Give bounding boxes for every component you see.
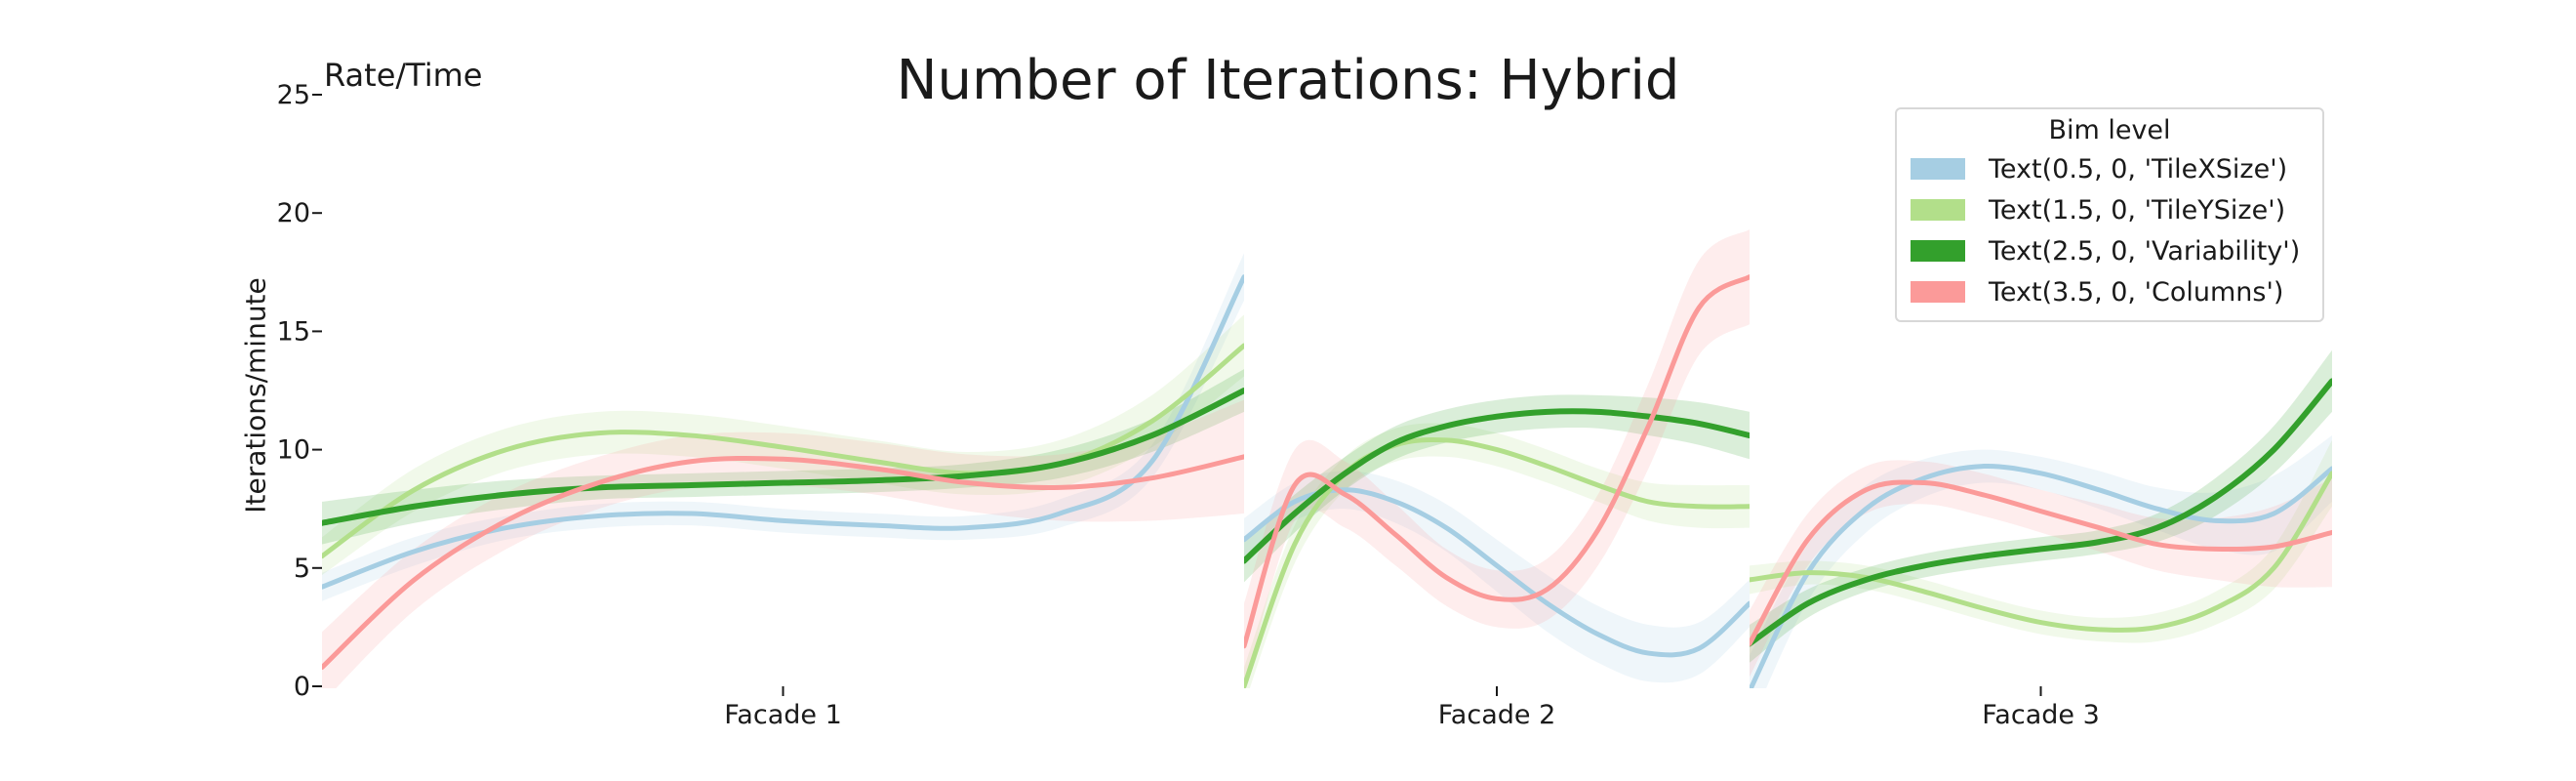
series-line: [1750, 479, 2332, 646]
chart-title: Number of Iterations: Hybrid: [896, 49, 1680, 112]
legend-label: Text(0.5, 0, 'TileXSize'): [1989, 153, 2288, 185]
legend-label: Text(2.5, 0, 'Variability'): [1989, 235, 2301, 267]
series-line: [1750, 471, 2332, 633]
series-line: [1244, 274, 1750, 649]
corner-label: Rate/Time: [324, 57, 483, 94]
y-tick-label: 10: [277, 435, 310, 466]
x-axis: Facade 1 Facade 2 Facade 3: [724, 686, 2100, 730]
y-axis: 0 5 10 15 20 25: [277, 80, 322, 702]
series-line: [1244, 437, 1750, 688]
legend-swatch: [1911, 281, 1965, 303]
confidence-band: [1244, 423, 1750, 688]
legend-swatch: [1911, 158, 1965, 180]
y-tick-label: 15: [277, 316, 310, 347]
legend-label: Text(1.5, 0, 'TileYSize'): [1989, 194, 2286, 226]
y-tick-label: 0: [294, 672, 310, 702]
legend-swatch: [1911, 240, 1965, 262]
series-line: [1244, 408, 1750, 564]
y-tick-label: 20: [277, 198, 310, 228]
confidence-band: [1750, 460, 2332, 678]
confidence-band: [1750, 439, 2332, 643]
series-line: [1750, 378, 2332, 647]
confidence-band: [1750, 435, 2332, 688]
confidence-band: [1244, 471, 1750, 683]
confidence-band: [322, 253, 1244, 601]
x-tick-label: Facade 3: [1982, 700, 2100, 730]
legend-item: Text(3.5, 0, 'Columns'): [1911, 276, 2284, 308]
series-line: [322, 454, 1244, 671]
legend-title: Bim level: [2048, 115, 2171, 145]
y-tick-label: 25: [277, 80, 310, 110]
y-axis-label: Iterations/minute: [239, 277, 272, 514]
legend-label: Text(3.5, 0, 'Columns'): [1989, 276, 2284, 308]
series-line: [322, 343, 1244, 559]
x-tick-label: Facade 1: [724, 700, 842, 730]
series-lines: [322, 274, 2332, 688]
confidence-band: [1750, 349, 2332, 663]
legend: Bim level Text(0.5, 0, 'TileXSize') Text…: [1895, 107, 2324, 322]
series-line: [322, 388, 1244, 526]
legend-item: Text(0.5, 0, 'TileXSize'): [1911, 153, 2288, 185]
x-tick-label: Facade 2: [1438, 700, 1556, 730]
legend-item: Text(2.5, 0, 'Variability'): [1911, 235, 2301, 267]
confidence-band: [1244, 394, 1750, 583]
legend-swatch: [1911, 199, 1965, 221]
series-line: [1750, 463, 2332, 688]
y-tick-label: 5: [294, 554, 310, 584]
legend-item: Text(1.5, 0, 'TileYSize'): [1911, 194, 2286, 226]
